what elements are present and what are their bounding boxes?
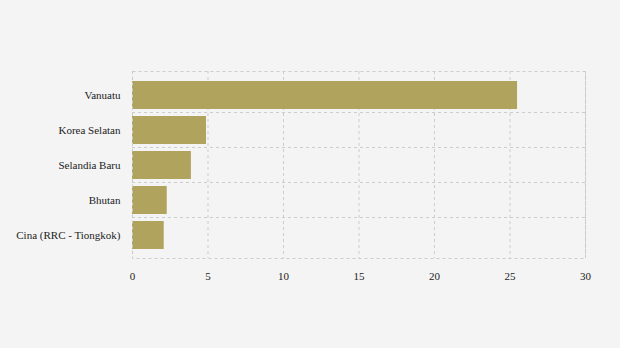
svg-text:25: 25 bbox=[505, 270, 517, 282]
svg-text:Bhutan: Bhutan bbox=[89, 194, 121, 206]
svg-text:Selandia Baru: Selandia Baru bbox=[58, 159, 121, 171]
svg-text:10: 10 bbox=[278, 270, 290, 282]
svg-text:15: 15 bbox=[354, 270, 366, 282]
svg-text:Cina (RRC - Tiongkok): Cina (RRC - Tiongkok) bbox=[16, 229, 121, 242]
svg-text:30: 30 bbox=[580, 270, 592, 282]
svg-text:20: 20 bbox=[429, 270, 441, 282]
svg-text:Vanuatu: Vanuatu bbox=[84, 89, 121, 101]
svg-text:5: 5 bbox=[205, 270, 211, 282]
svg-text:Korea Selatan: Korea Selatan bbox=[59, 124, 121, 136]
svg-text:0: 0 bbox=[130, 270, 136, 282]
